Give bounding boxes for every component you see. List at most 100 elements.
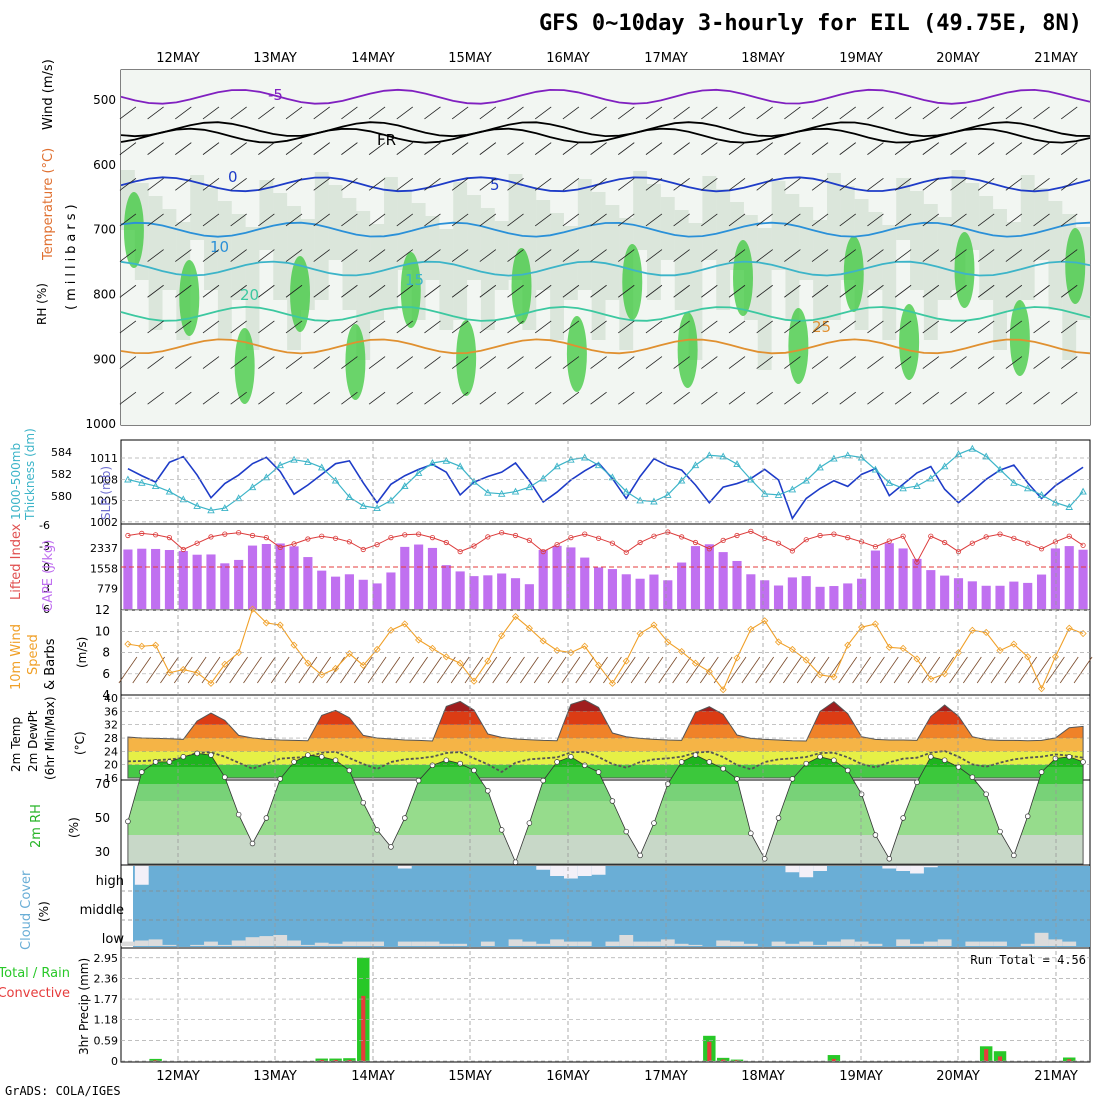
wind-speed-point — [761, 617, 769, 625]
temp-tick: 16 — [104, 772, 118, 785]
wind-barb — [396, 284, 414, 298]
wind-barb — [368, 249, 386, 262]
rh-point — [803, 760, 809, 767]
rh-moist-cell — [1065, 228, 1086, 304]
rh-point — [263, 815, 270, 821]
wind-barb — [562, 213, 580, 227]
wind10m-barb — [215, 656, 235, 684]
li-point — [789, 548, 795, 554]
cape-bar — [580, 557, 590, 609]
thickness-point — [650, 497, 658, 505]
li-point — [125, 532, 131, 539]
wind-barb — [950, 177, 967, 191]
thickness-point — [802, 476, 810, 484]
wind-speed-point — [954, 649, 963, 657]
wind-barb — [894, 356, 912, 369]
precip-tick: 1.77 — [94, 993, 119, 1006]
slp-label: SLP (mb) — [99, 466, 113, 520]
wind-barb — [175, 106, 192, 120]
cape-bar — [1023, 582, 1033, 609]
wind10m-barb — [436, 656, 456, 684]
wind-barb — [756, 249, 773, 262]
thickness-point — [428, 459, 437, 466]
wind-barb — [1060, 177, 1078, 191]
precip-total-label: Total / Rain — [0, 966, 70, 981]
rh-point — [249, 840, 256, 847]
wind-barb — [175, 391, 192, 405]
wind-barb — [479, 249, 497, 262]
contour-label: 20 — [240, 286, 259, 304]
cape-bar — [940, 575, 950, 609]
wind-barb — [922, 320, 940, 334]
wind-barb — [728, 284, 746, 298]
wind-barb — [451, 284, 469, 298]
li-point — [692, 539, 699, 546]
temp2m-label-a: 2m Temp — [9, 717, 23, 772]
li-point — [194, 540, 200, 546]
precip-tick: 2.36 — [94, 972, 119, 985]
li-point — [416, 531, 422, 537]
wind-barb — [562, 177, 580, 191]
wind-barb — [811, 106, 829, 120]
li-point — [1011, 535, 1017, 541]
pressure-tick: 500 — [93, 93, 116, 107]
cloud-low-fill — [813, 944, 827, 946]
thickness-slp-panel — [120, 439, 1091, 525]
slp-tick: 1002 — [90, 516, 118, 529]
wind-barb — [396, 177, 414, 191]
wind-barb — [507, 391, 524, 405]
wind-barb — [1005, 249, 1023, 262]
li-point — [1038, 546, 1045, 552]
thickness-point — [553, 462, 561, 470]
rh-shading — [923, 204, 938, 340]
thickness-point — [816, 463, 824, 471]
wind-barb — [977, 213, 995, 227]
temp-band — [127, 711, 1084, 725]
wind-barb — [590, 284, 607, 298]
cape-tick: 1558 — [90, 562, 118, 575]
thickness-point — [262, 473, 271, 481]
wind-barb — [922, 213, 940, 227]
wind-speed-point — [221, 660, 229, 668]
date-label-top: 16MAY — [546, 51, 590, 66]
wind-speed-point — [927, 675, 935, 683]
cloud-low-fill — [730, 941, 744, 946]
wind-barb — [1005, 177, 1023, 191]
thickness-point — [345, 493, 354, 501]
wind-barb — [867, 249, 884, 262]
wind-barb — [175, 142, 192, 155]
wind-barb — [1005, 356, 1023, 369]
thickness-point — [470, 477, 478, 485]
wind-barb — [784, 284, 801, 298]
wind10m-barb — [409, 656, 428, 684]
wind-barb — [784, 177, 801, 191]
rh-point — [1011, 852, 1017, 859]
wind-barb — [368, 142, 386, 155]
wind-barb — [479, 320, 497, 334]
wind10m-barb — [575, 656, 595, 684]
wind-barb — [922, 284, 940, 298]
wind-barb — [341, 249, 358, 262]
thickness-point — [622, 487, 631, 495]
thickness-point — [1023, 484, 1032, 492]
wind-barb — [922, 142, 940, 155]
wind-barb — [701, 106, 718, 120]
wind-barb — [867, 106, 884, 120]
rh-point — [692, 752, 699, 758]
wind10m-label-b: Speed — [26, 634, 41, 675]
rh-point — [651, 820, 657, 826]
thickness-point — [290, 455, 298, 463]
thickness-point — [940, 462, 949, 470]
thickness-point — [1065, 503, 1073, 510]
wind-barb — [285, 177, 303, 191]
wind-speed-point — [913, 655, 921, 663]
wind10m-barb — [118, 656, 138, 684]
rh-point — [166, 759, 173, 765]
wind-barb — [313, 106, 330, 120]
cape-bar — [497, 573, 507, 609]
wind-speed-point — [664, 638, 672, 646]
rh-point — [581, 762, 588, 769]
precip-convective-bar — [333, 1059, 338, 1061]
wind-speed-point — [1051, 653, 1059, 661]
wind-barb — [645, 249, 663, 262]
